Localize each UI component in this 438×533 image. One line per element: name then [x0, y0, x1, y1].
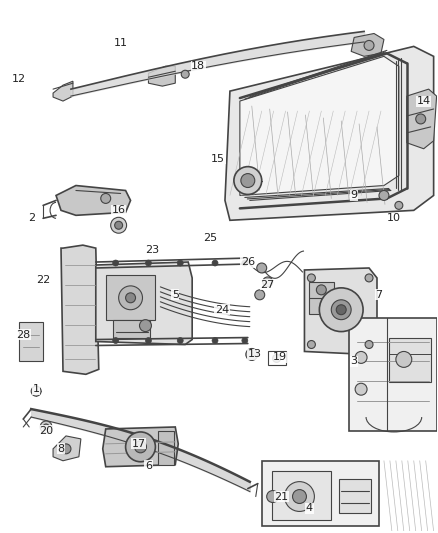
Text: 5: 5 — [172, 290, 179, 300]
Circle shape — [140, 320, 152, 332]
Circle shape — [145, 337, 152, 343]
Circle shape — [234, 167, 262, 195]
Polygon shape — [61, 245, 99, 374]
Circle shape — [119, 286, 142, 310]
Circle shape — [365, 274, 373, 282]
Bar — [159, 431, 174, 465]
Bar — [268, 351, 286, 365]
Circle shape — [365, 341, 373, 349]
Circle shape — [319, 288, 363, 332]
Text: 6: 6 — [145, 461, 152, 471]
Text: 18: 18 — [191, 61, 205, 71]
Bar — [113, 320, 150, 337]
Circle shape — [364, 41, 374, 51]
Text: 15: 15 — [211, 154, 225, 164]
Circle shape — [242, 337, 248, 343]
Bar — [389, 337, 431, 382]
Text: 19: 19 — [272, 352, 287, 362]
Text: 20: 20 — [39, 426, 53, 436]
Circle shape — [355, 383, 367, 395]
Polygon shape — [349, 318, 437, 431]
Circle shape — [267, 490, 279, 503]
Circle shape — [113, 260, 119, 266]
Circle shape — [316, 285, 326, 295]
Text: 10: 10 — [387, 213, 401, 223]
Polygon shape — [103, 427, 178, 467]
Polygon shape — [96, 262, 192, 344]
Circle shape — [255, 290, 265, 300]
Circle shape — [241, 174, 255, 188]
Text: 16: 16 — [112, 205, 126, 215]
Bar — [339, 479, 371, 513]
Text: 8: 8 — [57, 444, 64, 454]
Text: 24: 24 — [215, 305, 229, 314]
Polygon shape — [53, 81, 73, 101]
Circle shape — [416, 114, 426, 124]
Circle shape — [257, 263, 267, 273]
Polygon shape — [304, 268, 377, 354]
Circle shape — [111, 217, 127, 233]
Text: 3: 3 — [351, 357, 358, 366]
Bar — [106, 275, 155, 320]
Text: 11: 11 — [113, 38, 127, 49]
Circle shape — [396, 351, 412, 367]
Circle shape — [379, 190, 389, 200]
Circle shape — [145, 260, 152, 266]
Text: 22: 22 — [36, 275, 50, 285]
Text: 9: 9 — [350, 190, 358, 200]
Circle shape — [212, 260, 218, 266]
Text: 17: 17 — [131, 439, 145, 449]
Text: 7: 7 — [375, 290, 382, 300]
Circle shape — [43, 424, 49, 430]
Polygon shape — [351, 34, 384, 56]
Text: 23: 23 — [145, 245, 159, 255]
Polygon shape — [148, 66, 175, 86]
Circle shape — [101, 193, 111, 204]
Text: 25: 25 — [203, 233, 217, 243]
Circle shape — [126, 432, 155, 462]
Polygon shape — [240, 56, 399, 196]
Circle shape — [293, 490, 307, 504]
Text: 27: 27 — [261, 280, 275, 290]
Circle shape — [177, 260, 183, 266]
Circle shape — [307, 274, 315, 282]
Text: 14: 14 — [417, 96, 431, 106]
Text: 28: 28 — [16, 329, 30, 340]
Circle shape — [115, 221, 123, 229]
Circle shape — [336, 305, 346, 314]
Circle shape — [242, 260, 248, 266]
Circle shape — [126, 293, 135, 303]
Polygon shape — [19, 321, 43, 361]
Bar — [272, 471, 331, 520]
Circle shape — [181, 70, 189, 78]
Text: 13: 13 — [248, 350, 262, 359]
Circle shape — [212, 337, 218, 343]
Circle shape — [355, 351, 367, 364]
Circle shape — [31, 386, 41, 396]
Circle shape — [331, 300, 351, 320]
Polygon shape — [225, 46, 434, 220]
Polygon shape — [56, 185, 131, 215]
Circle shape — [395, 201, 403, 209]
Circle shape — [263, 277, 273, 287]
Polygon shape — [262, 461, 379, 527]
Circle shape — [273, 354, 281, 362]
Circle shape — [177, 337, 183, 343]
Circle shape — [285, 482, 314, 512]
Bar — [309, 282, 334, 314]
Polygon shape — [53, 436, 81, 461]
Text: 1: 1 — [33, 384, 40, 394]
Circle shape — [61, 444, 71, 454]
Text: 2: 2 — [28, 213, 35, 223]
Polygon shape — [407, 89, 437, 149]
Circle shape — [246, 349, 258, 360]
Circle shape — [40, 421, 52, 433]
Text: 21: 21 — [275, 491, 289, 502]
Circle shape — [134, 441, 146, 453]
Text: 4: 4 — [306, 504, 313, 513]
Circle shape — [307, 341, 315, 349]
Circle shape — [113, 337, 119, 343]
Text: 26: 26 — [241, 257, 255, 267]
Text: 12: 12 — [12, 74, 26, 84]
